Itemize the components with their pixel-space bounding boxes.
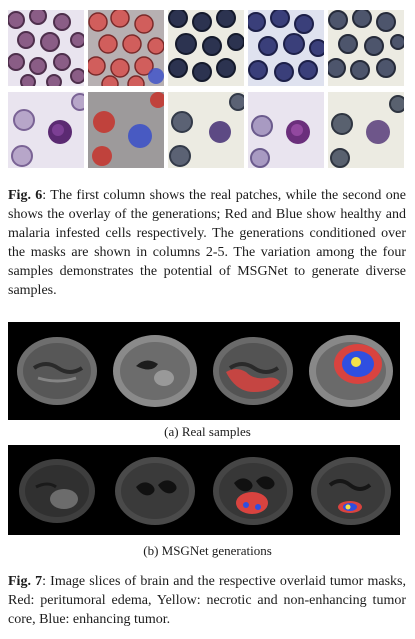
brain-generated-2 — [106, 445, 204, 535]
brain-generated-1 — [8, 445, 106, 535]
figure-7-subcaption-b: (b) MSGNet generations — [0, 543, 415, 559]
brain-real-1 — [8, 322, 106, 420]
smear-generation-1b — [248, 10, 324, 86]
brain-real-overlay-2 — [302, 322, 400, 420]
brain-generated-overlay-1 — [204, 445, 302, 535]
figure-6-text: : The first column shows the real patche… — [8, 188, 406, 298]
figure-7-label: Fig. 7 — [8, 574, 42, 589]
brain-real-overlay-1 — [204, 322, 302, 420]
smear-generation-2b — [248, 92, 324, 168]
figure-7-text: : Image slices of brain and the respecti… — [8, 574, 406, 627]
brain-generated-overlay-2 — [302, 445, 400, 535]
smear-generation-2c — [328, 92, 404, 168]
smear-real-patch-2 — [8, 92, 84, 168]
smear-overlay-patch-1 — [88, 10, 164, 86]
figure-6-caption: Fig. 6: The first column shows the real … — [8, 186, 406, 300]
smear-generation-2a — [168, 92, 244, 168]
smear-overlay-patch-2 — [88, 92, 164, 168]
figure-6-label: Fig. 6 — [8, 188, 42, 203]
smear-generation-1a — [168, 10, 244, 86]
smear-real-patch-1 — [8, 10, 84, 86]
figure-7-subcaption-a: (a) Real samples — [0, 424, 415, 440]
brain-real-2 — [106, 322, 204, 420]
smear-generation-1c — [328, 10, 404, 86]
figure-7-caption: Fig. 7: Image slices of brain and the re… — [8, 572, 406, 629]
